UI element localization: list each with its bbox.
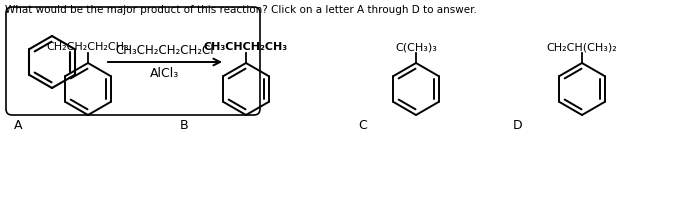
Text: D: D [513,119,523,132]
Text: C(CH₃)₃: C(CH₃)₃ [395,42,437,52]
Text: CH₃CHCH₂CH₃: CH₃CHCH₂CH₃ [204,42,288,52]
Text: CH₂CH₂CH₂CH₃: CH₂CH₂CH₂CH₃ [47,42,129,52]
Text: AlCl₃: AlCl₃ [150,67,180,80]
Text: B: B [180,119,188,132]
Text: A: A [14,119,22,132]
Text: C: C [358,119,367,132]
FancyBboxPatch shape [6,7,260,115]
Text: What would be the major product of this reaction? Click on a letter A through D : What would be the major product of this … [5,5,477,15]
Text: CH₂CH(CH₃)₂: CH₂CH(CH₃)₂ [547,42,617,52]
Text: CH₃CH₂CH₂CH₂Cl: CH₃CH₂CH₂CH₂Cl [116,44,214,57]
